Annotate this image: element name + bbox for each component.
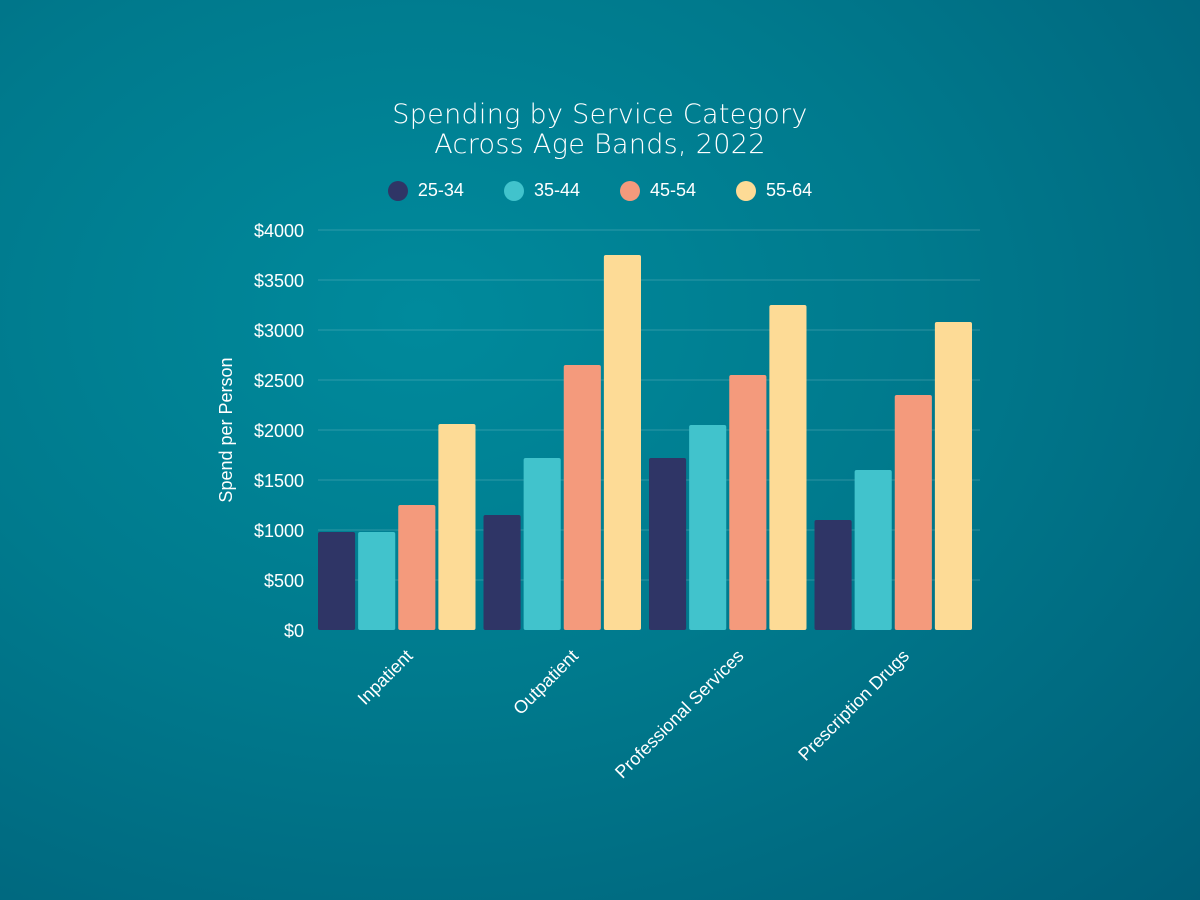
bar-45-54-professional-services[interactable] [729, 375, 767, 630]
bar-25-34-professional-services[interactable] [649, 458, 687, 630]
chart-title: Spending by Service Category Across Age … [0, 100, 1200, 160]
y-tick-label: $1500 [254, 471, 304, 491]
legend-item-55-64[interactable]: 55-64 [736, 180, 812, 201]
bar-55-64-outpatient[interactable] [603, 255, 641, 630]
chart-title-line-1: Spending by Service Category [392, 99, 808, 130]
x-tick-label: Professional Services [611, 646, 748, 783]
legend-label: 35-44 [533, 180, 580, 200]
bar-55-64-inpatient[interactable] [438, 424, 476, 630]
y-tick-label: $2000 [254, 421, 304, 441]
bar-45-54-outpatient[interactable] [563, 365, 601, 630]
legend-label: 55-64 [766, 180, 813, 200]
y-tick-label: $0 [284, 621, 304, 641]
x-tick-label: Inpatient [354, 646, 417, 709]
bar-45-54-inpatient[interactable] [398, 505, 436, 630]
bar-25-34-inpatient[interactable] [318, 532, 356, 630]
bar-25-34-prescription-drugs[interactable] [814, 520, 852, 630]
chart-title-line-2: Across Age Bands, 2022 [434, 129, 766, 160]
y-axis-ticks: $0 $500 $1000 $1500 $2000 $2500 $3000 $3500 $400… [254, 221, 304, 641]
chart-legend: 25-34 35-44 45-54 55-64 [0, 180, 1200, 201]
legend-swatch [620, 180, 640, 201]
bars [318, 255, 972, 630]
x-tick-label: Outpatient [509, 646, 582, 719]
bar-35-44-inpatient[interactable] [358, 532, 396, 630]
legend-swatch [736, 180, 757, 201]
bar-35-44-outpatient[interactable] [523, 458, 561, 630]
legend-label: 45-54 [650, 180, 697, 200]
legend-swatch [387, 180, 408, 201]
bar-35-44-professional-services[interactable] [689, 425, 727, 630]
y-tick-label: $3000 [254, 321, 304, 341]
legend-label: 25-34 [417, 180, 464, 200]
bar-45-54-prescription-drugs[interactable] [894, 395, 932, 630]
legend-swatch [503, 180, 524, 201]
y-tick-label: $1000 [254, 521, 304, 541]
x-axis-ticks: Inpatient Outpatient Professional Services… [354, 646, 913, 783]
y-tick-label: $4000 [254, 221, 304, 241]
y-tick-label: $3500 [254, 271, 304, 291]
bar-25-34-outpatient[interactable] [483, 515, 521, 630]
bar-35-44-prescription-drugs[interactable] [854, 470, 892, 630]
y-tick-label: $500 [264, 571, 304, 591]
x-tick-label: Prescription Drugs [794, 646, 913, 765]
legend-item-35-44[interactable]: 35-44 [503, 180, 580, 201]
bar-55-64-prescription-drugs[interactable] [934, 322, 972, 630]
y-axis-title: Spend per Person [216, 357, 236, 502]
legend-item-25-34[interactable]: 25-34 [387, 180, 464, 201]
bar-55-64-professional-services[interactable] [769, 305, 807, 630]
y-tick-label: $2500 [254, 371, 304, 391]
legend-item-45-54[interactable]: 45-54 [620, 180, 696, 201]
